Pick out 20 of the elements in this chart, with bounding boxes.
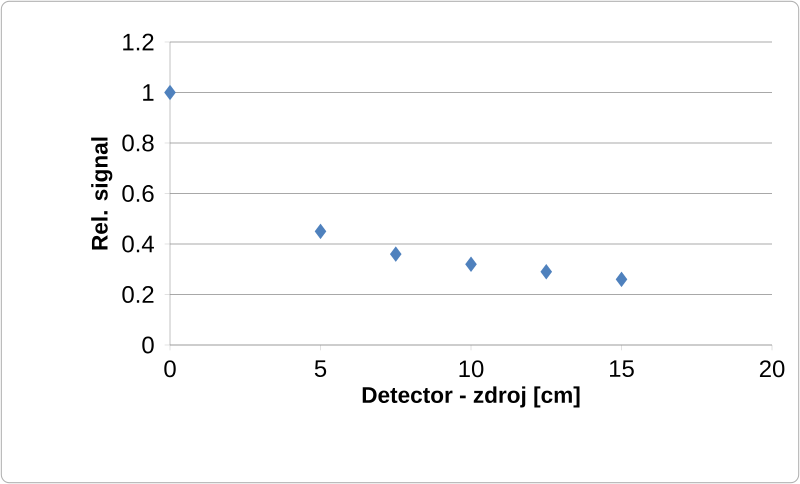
- x-tick-label: 5: [314, 360, 326, 378]
- x-axis-title: Detector - zdroj [cm]: [362, 386, 580, 408]
- y-tick-label: 0.8: [122, 134, 154, 152]
- y-tick-label: 1.2: [123, 34, 154, 50]
- y-tick-label: 0.2: [122, 286, 154, 303]
- point: [616, 272, 628, 287]
- y-tick-label: 0.4: [122, 236, 154, 252]
- x-tick-label: 0: [164, 360, 176, 378]
- point: [164, 84, 176, 100]
- point: [314, 224, 326, 239]
- point: [390, 246, 402, 262]
- point: [465, 256, 477, 272]
- x-tick-label: 10: [460, 360, 484, 378]
- x-tick-label: 20: [760, 360, 784, 378]
- x-tick-label: 15: [610, 360, 634, 378]
- y-tick-label: 0.6: [122, 185, 154, 202]
- point: [540, 264, 552, 280]
- y-axis-title: Rel. signal: [91, 138, 112, 250]
- y-tick-label: 1: [143, 84, 154, 101]
- y-tick-label: 0: [142, 336, 154, 354]
